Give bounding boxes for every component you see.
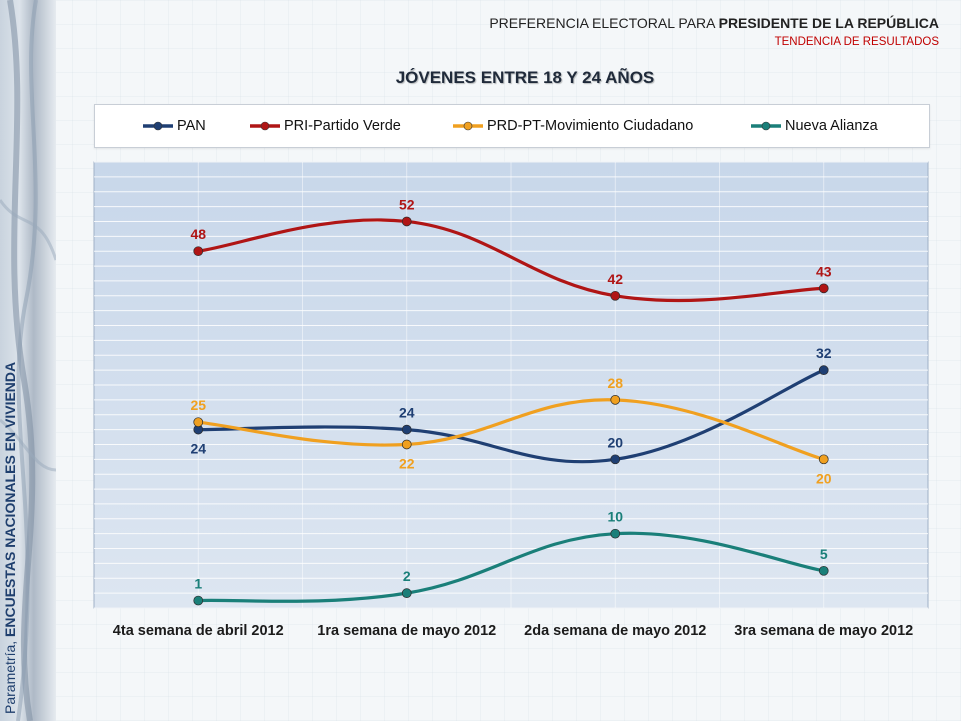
data-label-pan: 24 xyxy=(190,441,206,457)
x-tick-label: 2da semana de mayo 2012 xyxy=(524,623,706,639)
series-line-prd-pt-movimiento-ciudadano xyxy=(196,398,826,461)
legend-swatch-nueva-alianza xyxy=(751,121,781,131)
data-point-prd-pt-movimiento-ciudadano xyxy=(610,395,621,405)
data-label-pan: 20 xyxy=(607,434,623,450)
vertical-caption: Parametría, ENCUESTAS NACIONALES EN VIVI… xyxy=(2,314,18,714)
data-label-prd-pt-movimiento-ciudadano: 28 xyxy=(607,375,623,391)
data-label-prd-pt-movimiento-ciudadano: 25 xyxy=(190,397,206,413)
data-point-nueva-alianza xyxy=(401,588,412,598)
legend-swatch-prd xyxy=(453,121,483,131)
vertical-caption-prefix: Parametría, xyxy=(2,636,18,714)
legend-swatch-pan xyxy=(143,121,173,131)
x-axis: 4ta semana de abril 2012 1ra semana de ma… xyxy=(113,623,913,639)
legend-label-pan: PAN xyxy=(177,118,206,134)
data-point-pri-partido-verde xyxy=(401,216,412,227)
vertical-caption-strong: ENCUESTAS NACIONALES EN VIVIENDA xyxy=(2,361,18,637)
series-layer xyxy=(193,216,829,606)
decorative-side-strip: Parametría, ENCUESTAS NACIONALES EN VIVI… xyxy=(0,0,56,721)
data-label-pan: 32 xyxy=(816,345,832,361)
data-point-pan xyxy=(818,365,829,375)
legend-label-prd: PRD-PT-Movimiento Ciudadano xyxy=(487,118,694,134)
x-tick-label: 4ta semana de abril 2012 xyxy=(113,623,284,639)
data-point-pri-partido-verde xyxy=(610,290,621,301)
series-line-pri-partido-verde xyxy=(196,218,826,303)
data-label-pri-partido-verde: 52 xyxy=(399,196,415,212)
legend-swatch-pri xyxy=(250,121,280,131)
header-subtitle: TENDENCIA DE RESULTADOS xyxy=(774,36,939,48)
legend-item-nueva-alianza: Nueva Alianza xyxy=(751,117,878,135)
data-label-prd-pt-movimiento-ciudadano: 20 xyxy=(816,470,832,486)
header-title-prefix: PREFERENCIA ELECTORAL PARA xyxy=(489,15,719,31)
data-label-nueva-alianza: 5 xyxy=(820,546,828,562)
data-label-nueva-alianza: 2 xyxy=(403,568,411,584)
header-title: PREFERENCIA ELECTORAL PARA PRESIDENTE DE… xyxy=(489,15,939,31)
tree-decoration xyxy=(0,0,56,721)
data-point-prd-pt-movimiento-ciudadano xyxy=(818,454,829,465)
data-label-pri-partido-verde: 48 xyxy=(190,226,206,242)
chart-legend: PAN PRI-Partido Verde PRD-PT-Movimiento … xyxy=(94,104,930,148)
chart-title: JÓVENES ENTRE 18 Y 24 AÑOS xyxy=(395,68,655,87)
legend-item-pan: PAN xyxy=(143,117,206,135)
data-point-pri-partido-verde xyxy=(818,283,829,294)
x-tick-label: 3ra semana de mayo 2012 xyxy=(734,623,913,639)
data-point-prd-pt-movimiento-ciudadano xyxy=(401,439,412,450)
legend-item-pri: PRI-Partido Verde xyxy=(250,117,401,135)
series-line-nueva-alianza xyxy=(196,531,826,603)
data-point-prd-pt-movimiento-ciudadano xyxy=(193,417,204,428)
data-point-pan xyxy=(610,454,621,465)
data-label-prd-pt-movimiento-ciudadano: 22 xyxy=(399,455,415,471)
data-label-pri-partido-verde: 43 xyxy=(816,263,832,279)
data-label-nueva-alianza: 1 xyxy=(194,576,202,592)
series-line-pan xyxy=(196,368,826,464)
data-label-nueva-alianza: 10 xyxy=(607,509,623,525)
data-point-nueva-alianza xyxy=(818,565,829,576)
data-label-pri-partido-verde: 42 xyxy=(607,271,623,287)
data-point-pri-partido-verde xyxy=(193,246,204,257)
legend-item-prd: PRD-PT-Movimiento Ciudadano xyxy=(453,117,693,135)
legend-label-nueva-alianza: Nueva Alianza xyxy=(785,118,878,134)
data-label-pan: 24 xyxy=(399,405,415,421)
data-point-nueva-alianza xyxy=(610,528,621,539)
x-tick-label: 1ra semana de mayo 2012 xyxy=(317,623,496,639)
data-point-nueva-alianza xyxy=(193,595,204,606)
header-title-strong: PRESIDENTE DE LA REPÚBLICA xyxy=(718,15,939,31)
legend-label-pri: PRI-Partido Verde xyxy=(284,118,401,134)
data-point-pan xyxy=(401,424,412,435)
